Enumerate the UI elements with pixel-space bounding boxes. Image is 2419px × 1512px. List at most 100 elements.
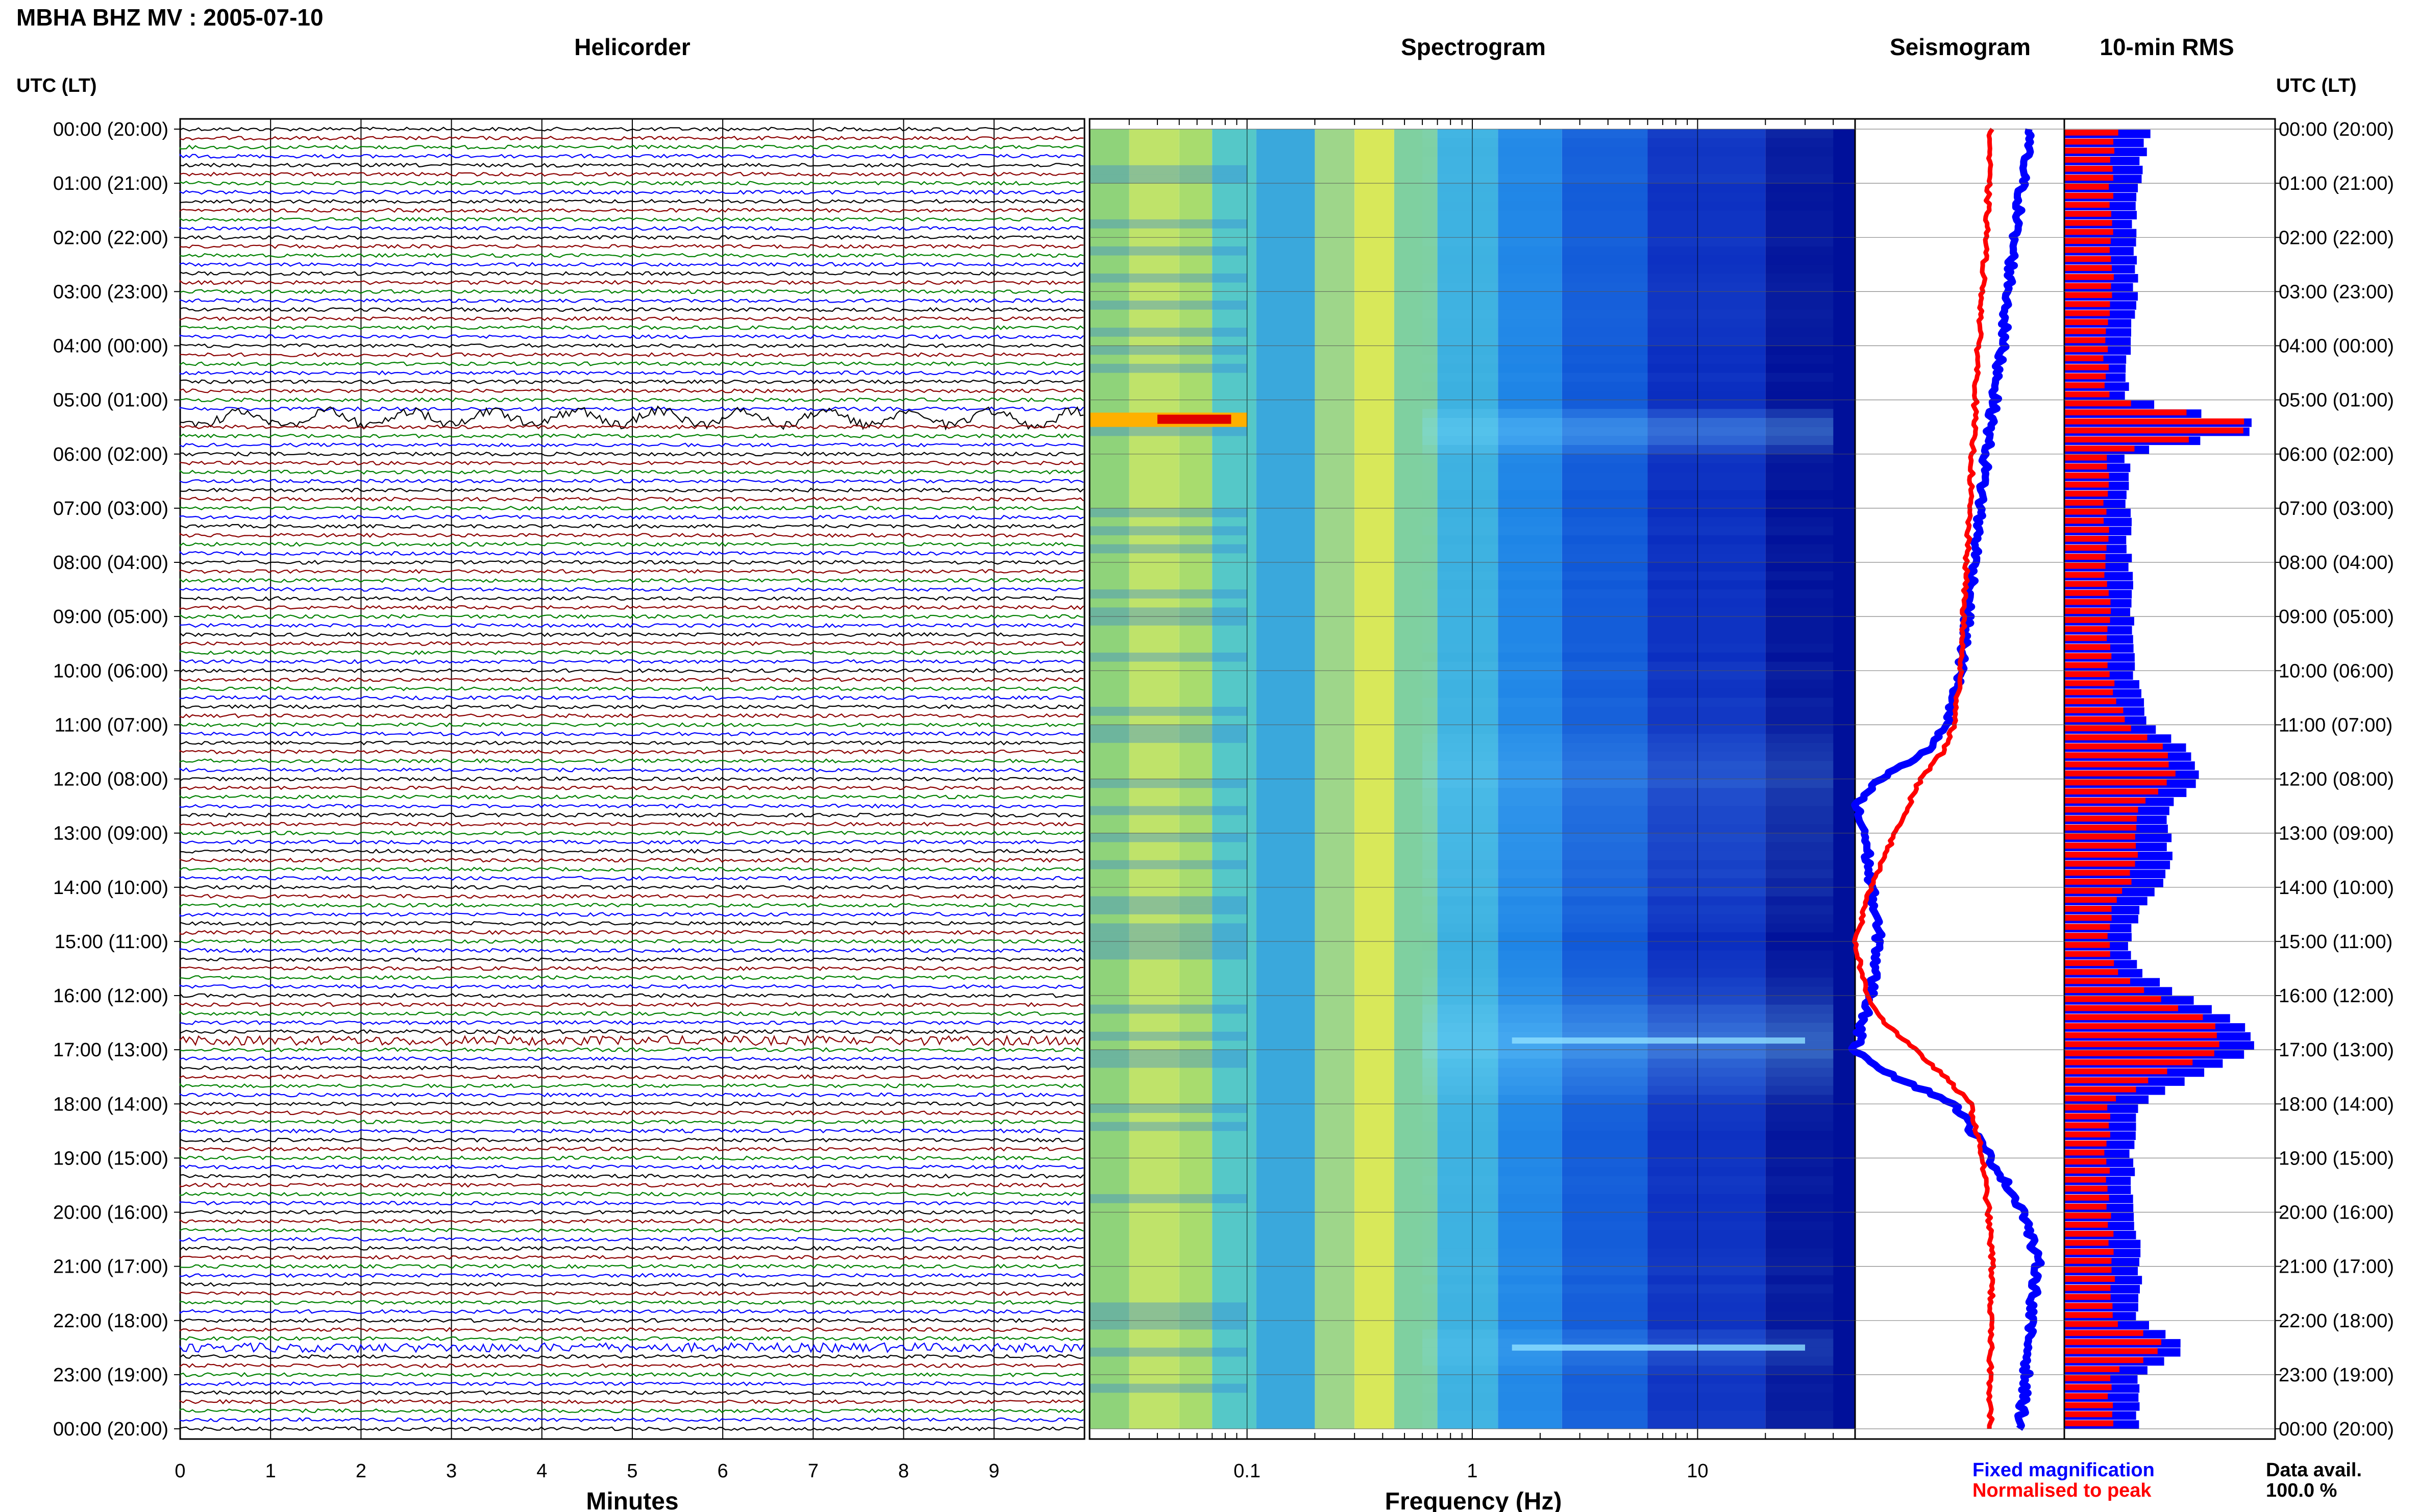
rms-bar-normalised: [2064, 1185, 2108, 1192]
spectrogram-energy-stripe: [1422, 671, 1834, 680]
time-label-left: 14:00 (10:00): [53, 877, 168, 899]
rms-bar-normalised: [2064, 1402, 2113, 1408]
spectrogram-energy-stripe: [1422, 1122, 1834, 1131]
helicorder-trace: [179, 1074, 1084, 1080]
helicorder-trace: [179, 605, 1084, 610]
time-label-left: 03:00 (23:00): [53, 281, 168, 303]
rms-bar-normalised: [2064, 788, 2158, 795]
rms-bar-normalised: [2064, 716, 2125, 723]
spectrogram-hotspot: [1157, 414, 1231, 424]
rms-bar-normalised: [2064, 815, 2137, 822]
spectrogram-lowfreq-stripe: [1090, 950, 1247, 960]
rms-bar-normalised: [2064, 1230, 2114, 1237]
rms-bar-normalised: [2064, 924, 2110, 930]
rms-bar-normalised: [2064, 662, 2108, 668]
rms-bar-normalised: [2064, 635, 2107, 641]
spectrogram-energy-stripe: [1422, 1185, 1834, 1195]
rms-bar-normalised: [2064, 933, 2108, 939]
spectrogram-energy-stripe: [1422, 454, 1834, 463]
spectrogram-event-streak: [1512, 1037, 1805, 1044]
helicorder-trace: [179, 930, 1084, 935]
rms-bar-normalised: [2064, 1257, 2112, 1264]
time-label-left: 02:00 (22:00): [53, 227, 168, 249]
rms-bar-normalised: [2064, 1339, 2161, 1345]
rms-bar-normalised: [2064, 535, 2109, 542]
time-label-left: 19:00 (15:00): [53, 1148, 168, 1169]
helicorder-trace: [179, 948, 1084, 953]
spectrogram-lowfreq-stripe: [1090, 707, 1247, 716]
spectrogram-energy-stripe: [1422, 1023, 1834, 1032]
helicorder-x-tick-label: 8: [898, 1460, 909, 1482]
spectrogram-energy-stripe: [1422, 1085, 1834, 1095]
helicorder-trace: [179, 208, 1084, 213]
time-label-left: 15:00 (11:00): [55, 931, 168, 953]
spectrogram-energy-stripe: [1422, 779, 1834, 788]
spectrogram-lowfreq-stripe: [1090, 508, 1247, 517]
spectrogram-energy-stripe: [1422, 1401, 1834, 1411]
spectrogram-energy-stripe: [1422, 1058, 1834, 1068]
spectrogram-energy-stripe: [1422, 264, 1834, 274]
spectrogram-lowfreq-stripe: [1090, 274, 1247, 283]
rms-bar-normalised: [2064, 617, 2110, 623]
helicorder-trace: [179, 388, 1084, 393]
spectrogram-energy-stripe: [1422, 1077, 1834, 1086]
spectrogram-energy-stripe: [1422, 427, 1834, 436]
helicorder-trace: [179, 1200, 1084, 1206]
spectrogram-x-label: Frequency (Hz): [1385, 1488, 1562, 1512]
time-label-right: 14:00 (10:00): [2279, 877, 2394, 899]
helicorder-trace: [179, 803, 1084, 809]
spectrogram-energy-stripe: [1422, 165, 1834, 175]
spectrogram-lowfreq-stripe: [1090, 328, 1247, 337]
time-label-right: 07:00 (03:00): [2279, 498, 2394, 519]
helicorder-trace: [179, 1146, 1084, 1152]
rms-bar-normalised: [2064, 852, 2138, 858]
spectrogram-energy-stripe: [1422, 1230, 1834, 1240]
time-label-right: 11:00 (07:00): [2279, 714, 2392, 736]
spectrogram-energy-stripe: [1422, 1068, 1834, 1077]
spectrogram-energy-stripe: [1422, 923, 1834, 933]
helicorder-trace: [179, 894, 1084, 899]
rms-bar-normalised: [2064, 355, 2104, 361]
rms-bar-normalised: [2064, 1158, 2107, 1165]
spectrogram-energy-stripe: [1422, 824, 1834, 833]
spectrogram-energy-stripe: [1422, 634, 1834, 644]
helicorder-trace: [179, 704, 1084, 709]
helicorder-x-tick-label: 1: [265, 1460, 276, 1482]
rms-bar-normalised: [2064, 1203, 2107, 1210]
spectrogram-energy-stripe: [1422, 752, 1834, 761]
helicorder-trace: [179, 1209, 1084, 1215]
spectrogram-energy-stripe: [1422, 210, 1834, 219]
rms-bar-normalised: [2064, 473, 2109, 479]
spectrogram-lowfreq-stripe: [1090, 345, 1247, 355]
rms-bar-normalised: [2064, 130, 2118, 136]
spectrogram-energy-stripe: [1422, 418, 1834, 427]
spectrogram-energy-stripe: [1422, 887, 1834, 897]
spectrogram-energy-stripe: [1422, 1366, 1834, 1375]
rms-bar-normalised: [2064, 1077, 2149, 1083]
helicorder-trace: [179, 659, 1084, 664]
rms-bar-normalised: [2064, 211, 2111, 217]
rms-bar-normalised: [2064, 527, 2109, 533]
rms-bar-normalised: [2064, 914, 2112, 921]
rms-bar-normalised: [2064, 770, 2176, 777]
spectrogram-lowfreq-stripe: [1090, 301, 1247, 310]
helicorder-trace: [179, 613, 1084, 619]
helicorder-trace: [179, 1318, 1084, 1323]
time-label-right: 03:00 (23:00): [2279, 281, 2394, 303]
spectrogram-energy-stripe: [1422, 246, 1834, 256]
spectrogram-lowfreq-stripe: [1090, 246, 1247, 256]
helicorder-trace: [179, 343, 1084, 349]
spectrogram-energy-stripe: [1422, 815, 1834, 824]
time-label-left: 22:00 (18:00): [53, 1310, 168, 1332]
helicorder-trace: [179, 1064, 1084, 1071]
spectrogram-energy-stripe: [1422, 1410, 1834, 1420]
helicorder-trace: [179, 1092, 1084, 1098]
time-label-right: 04:00 (00:00): [2279, 336, 2394, 357]
rms-bar-normalised: [2064, 879, 2132, 885]
rms-bar-normalised: [2064, 951, 2110, 957]
rms-bar-normalised: [2064, 1104, 2108, 1110]
time-label-left: 13:00 (09:00): [53, 823, 168, 845]
spectrogram-lowfreq-stripe: [1090, 1347, 1247, 1357]
rms-bar-normalised: [2064, 328, 2106, 334]
spectrogram-energy-stripe: [1422, 715, 1834, 725]
